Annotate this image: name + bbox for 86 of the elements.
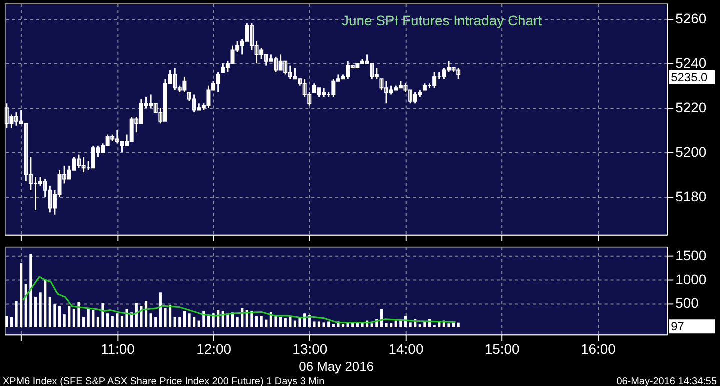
x-tick-label: 14:00 <box>388 341 424 358</box>
x-axis-title: 06 May 2016 <box>299 359 374 374</box>
bar <box>188 314 191 328</box>
bar <box>164 308 167 328</box>
bar <box>140 306 143 328</box>
bar <box>24 284 28 328</box>
y-tick-label: 5200 <box>676 144 707 160</box>
x-tick-label: 15:00 <box>484 341 520 358</box>
bar <box>144 301 148 328</box>
bar <box>178 317 182 328</box>
bar <box>87 309 90 328</box>
bar <box>236 317 239 328</box>
y-tick-label: 1000 <box>676 271 707 288</box>
bar <box>168 305 172 328</box>
bar <box>39 292 42 328</box>
bar <box>63 314 66 328</box>
bar <box>284 318 287 328</box>
y-tick-label: 5220 <box>676 100 707 116</box>
bar <box>116 314 119 328</box>
bar <box>106 314 110 328</box>
text: 97 <box>671 320 685 334</box>
text: 5235.0 <box>671 70 708 84</box>
bar <box>96 316 100 328</box>
bar <box>207 316 210 328</box>
bar <box>394 320 398 328</box>
bar <box>10 317 14 328</box>
bar <box>159 292 162 328</box>
bar <box>54 304 56 328</box>
bar <box>15 301 18 328</box>
y-tick-label: 1500 <box>676 247 707 264</box>
x-tick-label: 11:00 <box>100 341 136 358</box>
bar <box>92 310 95 328</box>
bar <box>6 316 8 328</box>
bar <box>424 322 426 328</box>
bar <box>82 316 86 328</box>
bar <box>34 296 38 328</box>
bar <box>120 316 124 328</box>
bar <box>78 302 80 328</box>
bar <box>322 322 326 328</box>
bar <box>274 316 278 328</box>
bar <box>44 280 47 328</box>
line-series <box>22 276 456 324</box>
x-tick-label: 12:00 <box>196 341 232 358</box>
bar <box>255 316 258 328</box>
bar <box>400 320 402 328</box>
bar <box>328 322 330 328</box>
bar <box>342 324 345 328</box>
bar <box>174 317 176 328</box>
bar <box>370 324 374 328</box>
bar <box>265 320 268 328</box>
bar <box>102 303 104 328</box>
y-tick-label: 5240 <box>676 55 707 72</box>
bar <box>198 320 200 328</box>
bar <box>150 314 152 328</box>
bar <box>457 322 460 328</box>
y-tick-label: 5260 <box>676 10 707 27</box>
bar <box>294 320 297 328</box>
bar <box>418 324 422 328</box>
bar <box>250 311 254 328</box>
bar <box>298 318 302 328</box>
bar <box>48 297 52 328</box>
bar <box>193 316 196 328</box>
bar <box>68 306 71 328</box>
bar <box>154 317 158 328</box>
bar <box>260 316 263 328</box>
y-tick-label: 500 <box>676 295 700 312</box>
text: June SPI Futures Intraday Chart <box>342 12 542 28</box>
x-tick-label: 16:00 <box>580 341 616 358</box>
bar <box>313 322 316 328</box>
bar <box>20 264 23 328</box>
bar <box>409 322 412 328</box>
bar <box>135 303 138 328</box>
x-tick-label: 13:00 <box>292 341 328 358</box>
bar <box>72 309 76 328</box>
bar <box>448 324 450 328</box>
bar <box>58 306 62 328</box>
bar <box>280 316 282 328</box>
bar <box>390 323 393 328</box>
bar <box>318 322 321 328</box>
bar <box>30 254 32 328</box>
y-tick-label: 5180 <box>676 188 707 205</box>
bar <box>183 311 186 328</box>
bar <box>332 324 335 328</box>
bar <box>385 323 388 328</box>
bar <box>452 322 456 328</box>
bar <box>111 316 114 328</box>
